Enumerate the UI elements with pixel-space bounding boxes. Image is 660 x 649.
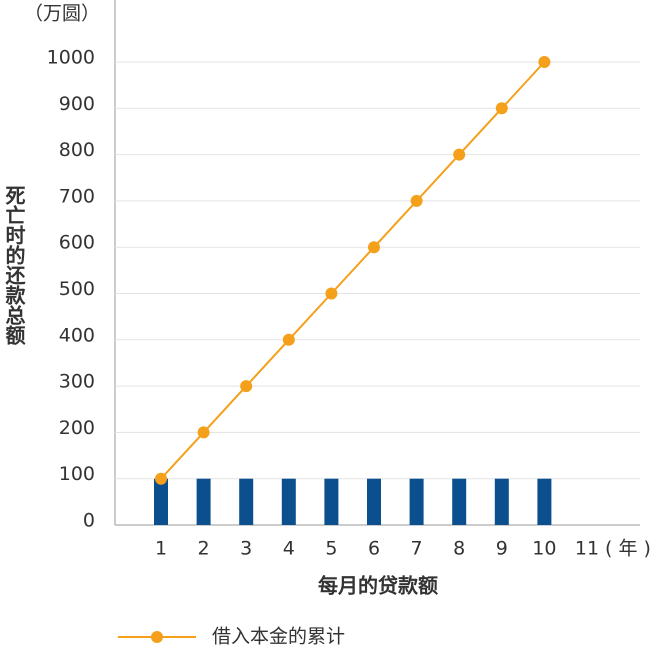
- x-tick-label: 2: [198, 538, 210, 560]
- point: [538, 56, 551, 68]
- bar: [324, 478, 339, 525]
- y-tick-label: 500: [59, 278, 95, 300]
- bar: [537, 478, 552, 525]
- x-unit: ( 年 ): [605, 538, 651, 560]
- x-tick-label: 1: [155, 538, 167, 560]
- y-axis-title: 死亡时的还款总额: [2, 185, 26, 346]
- y-tick-label: 300: [59, 371, 95, 393]
- x-tick-label: 9: [496, 538, 508, 560]
- y-unit: （万圆）: [24, 3, 100, 25]
- point: [240, 380, 253, 393]
- bar: [196, 478, 211, 525]
- x-tick-label: 6: [368, 538, 380, 560]
- bar: [494, 478, 509, 525]
- bar: [154, 478, 168, 525]
- bar: [409, 478, 424, 525]
- x-tick-label: 8: [453, 538, 465, 560]
- y-tick-label: 200: [59, 417, 95, 439]
- bar: [239, 478, 254, 525]
- bar: [367, 478, 381, 525]
- y-tick-label: 1000: [47, 47, 95, 69]
- y-tick-label: 900: [59, 93, 95, 115]
- x-tick-label: 11: [575, 538, 599, 560]
- y-tick-label: 400: [59, 324, 95, 346]
- bar: [452, 478, 467, 525]
- y-tick-label: 0: [83, 510, 95, 532]
- x-tick-label: 7: [411, 538, 423, 560]
- legend-label: 借入本金的累计: [212, 626, 345, 648]
- x-axis-title: 每月的贷款额: [318, 574, 438, 598]
- point: [368, 241, 380, 254]
- y-tick-label: 700: [59, 185, 95, 207]
- point: [453, 148, 466, 161]
- bar: [281, 478, 296, 525]
- y-tick-label: 600: [59, 232, 95, 254]
- point: [197, 426, 210, 439]
- point: [495, 102, 508, 115]
- x-tick-label: 3: [240, 538, 252, 560]
- x-tick-label: 5: [325, 538, 337, 560]
- point: [325, 287, 338, 300]
- x-tick-label: 10: [532, 538, 556, 560]
- legend-marker: [151, 631, 163, 643]
- line: [160, 61, 546, 480]
- x-tick-label: 4: [283, 538, 295, 560]
- y-tick-label: 100: [59, 463, 95, 485]
- y-tick-label: 800: [59, 139, 95, 161]
- point: [155, 472, 167, 485]
- point: [282, 333, 295, 346]
- point: [410, 194, 423, 207]
